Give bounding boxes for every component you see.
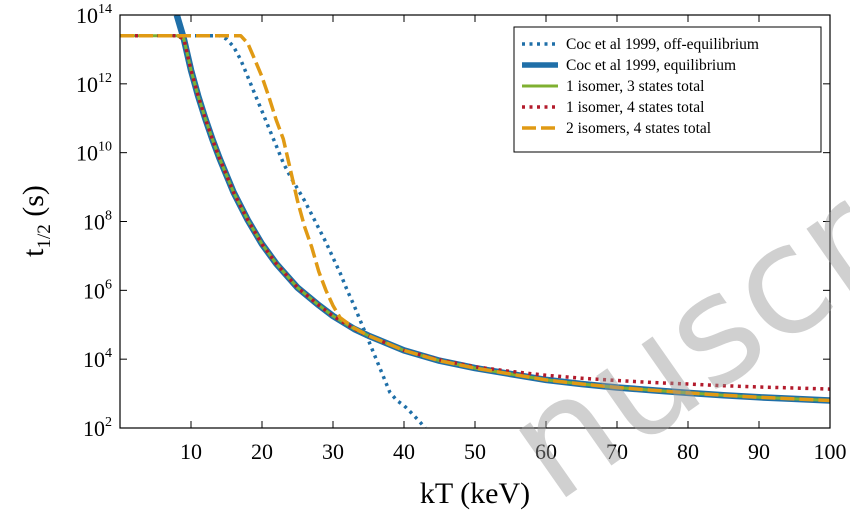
x-tick-label-6: 60 xyxy=(535,439,557,464)
y-tick-exponent: 12 xyxy=(98,71,112,86)
legend-box xyxy=(513,26,822,153)
y-tick-exponent: 10 xyxy=(98,140,112,155)
watermark: nuscr xyxy=(476,155,850,513)
x-tick-label-3: 30 xyxy=(322,439,344,464)
y-tick-base: 10 xyxy=(83,210,105,235)
legend-label-2: Coc et al 1999, equilibrium xyxy=(566,57,736,74)
x-tick-label-2: 20 xyxy=(251,439,273,464)
series-line-4 xyxy=(120,33,830,391)
legend-label-4: 1 isomer, 4 states total xyxy=(566,99,704,116)
series-line-5 xyxy=(120,33,830,403)
legend-label-5: 2 isomers, 4 states total xyxy=(566,120,711,137)
y-axis-title-unit: (s) xyxy=(17,185,50,224)
x-tick-label-9: 90 xyxy=(748,439,770,464)
y-tick-base: 10 xyxy=(83,278,105,303)
y-tick-base: 10 xyxy=(83,416,105,441)
y-tick-label-3: 106 xyxy=(83,277,112,303)
series-layer xyxy=(120,15,830,428)
y-tick-label-1: 102 xyxy=(83,415,112,441)
y-tick-base: 10 xyxy=(76,72,98,97)
y-tick-base: 10 xyxy=(83,347,105,372)
x-tick-label-8: 80 xyxy=(677,439,699,464)
y-tick-label-7: 1014 xyxy=(76,2,112,28)
y-tick-exponent: 8 xyxy=(105,209,112,224)
series-line-1 xyxy=(120,33,427,428)
y-tick-exponent: 6 xyxy=(105,277,112,292)
y-axis-title-sub: 1/2 xyxy=(34,224,55,248)
y-tick-label-5: 1010 xyxy=(76,140,112,166)
ticks-layer xyxy=(120,14,831,429)
x-tick-label-1: 10 xyxy=(180,439,202,464)
y-tick-exponent: 14 xyxy=(98,2,112,17)
legend-label-1: Coc et al 1999, off-equilibrium xyxy=(566,36,759,53)
y-axis-title: t1/2 (s) xyxy=(17,185,55,257)
x-tick-label-5: 50 xyxy=(464,439,486,464)
y-tick-label-2: 104 xyxy=(83,346,112,372)
y-tick-base: 10 xyxy=(76,3,98,28)
x-axis-title: kT (keV) xyxy=(420,477,530,510)
x-tick-label-4: 40 xyxy=(393,439,415,464)
y-tick-exponent: 4 xyxy=(105,346,112,361)
legend: Coc et al 1999, off-equilibrium Coc et al… xyxy=(513,26,822,153)
y-tick-exponent: 2 xyxy=(105,415,112,430)
y-tick-label-4: 108 xyxy=(83,209,112,235)
x-tick-labels: 10 20 30 40 50 60 70 80 90 100 xyxy=(180,439,847,464)
x-tick-label-7: 70 xyxy=(606,439,628,464)
y-axis-title-main: t xyxy=(17,248,50,257)
y-tick-label-6: 1012 xyxy=(76,71,112,97)
x-tick-label-10: 100 xyxy=(814,439,847,464)
y-tick-base: 10 xyxy=(76,141,98,166)
legend-label-3: 1 isomer, 3 states total xyxy=(566,78,704,95)
